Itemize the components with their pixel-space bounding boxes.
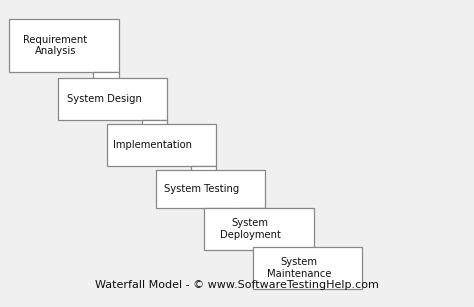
- Polygon shape: [191, 166, 216, 185]
- Text: Waterfall Model - © www.SoftwareTestingHelp.com: Waterfall Model - © www.SoftwareTestingH…: [95, 280, 379, 290]
- Text: System Design: System Design: [66, 94, 141, 104]
- Polygon shape: [142, 120, 167, 139]
- Polygon shape: [9, 19, 119, 72]
- Polygon shape: [253, 247, 363, 289]
- Text: System
Deployment: System Deployment: [220, 218, 281, 240]
- Polygon shape: [93, 72, 118, 91]
- Text: Requirement
Analysis: Requirement Analysis: [23, 35, 87, 56]
- Polygon shape: [58, 78, 167, 120]
- Text: Implementation: Implementation: [113, 140, 192, 150]
- Polygon shape: [288, 250, 314, 269]
- Polygon shape: [204, 208, 314, 250]
- Text: System
Maintenance: System Maintenance: [267, 257, 331, 279]
- Polygon shape: [239, 208, 265, 227]
- Polygon shape: [155, 170, 265, 208]
- Text: System Testing: System Testing: [164, 184, 239, 194]
- Polygon shape: [107, 124, 216, 166]
